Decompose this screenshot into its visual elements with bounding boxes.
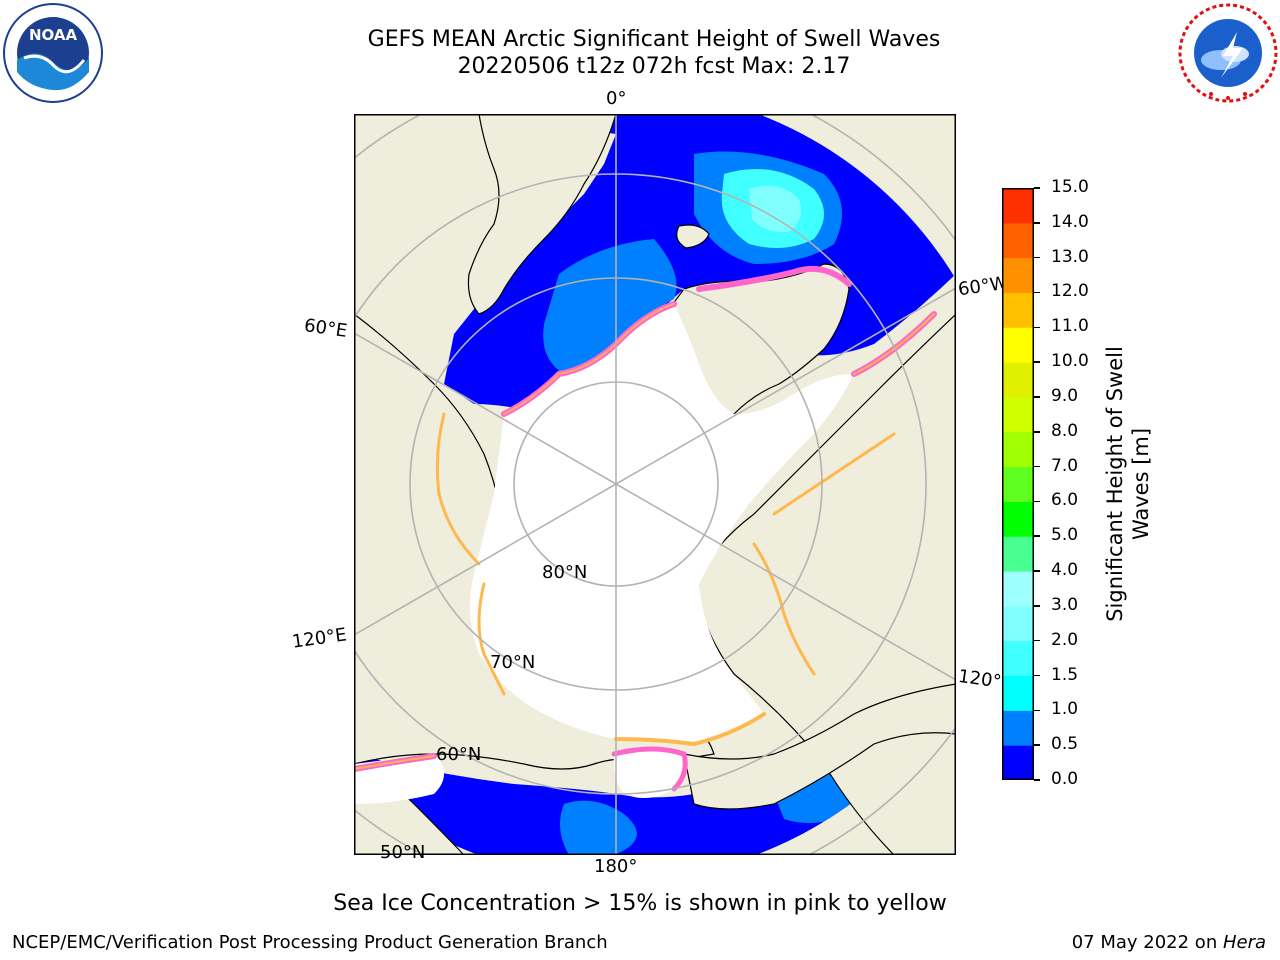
colorbar-segment bbox=[1002, 501, 1034, 537]
colorbar-tick-mark bbox=[1034, 291, 1040, 294]
footer-date: 07 May 2022 on bbox=[1071, 932, 1223, 953]
graticule bbox=[354, 114, 956, 855]
colorbar-tick-label: 1.0 bbox=[1051, 699, 1079, 720]
colorbar-tick-mark bbox=[1034, 396, 1040, 398]
colorbar-segment bbox=[1002, 745, 1034, 781]
colorbar bbox=[1002, 188, 1034, 781]
colorbar-tick-mark bbox=[1034, 744, 1040, 746]
colorbar-segment bbox=[1002, 536, 1034, 572]
colorbar-tick-label: 2.0 bbox=[1051, 629, 1079, 650]
colorbar-tick-label: 0.0 bbox=[1051, 769, 1079, 789]
colorbar-segment bbox=[1002, 222, 1034, 259]
colorbar-tick-mark bbox=[1034, 222, 1040, 224]
map-frame bbox=[354, 114, 956, 855]
colorbar-tick-mark bbox=[1034, 674, 1040, 677]
colorbar-tick-label: 11.0 bbox=[1051, 316, 1089, 337]
colorbar-label-line-2: Waves [m] bbox=[1129, 427, 1153, 541]
colorbar-tick-mark bbox=[1034, 361, 1040, 363]
colorbar-tick-label: 0.5 bbox=[1051, 734, 1079, 755]
colorbar-segment bbox=[1002, 640, 1034, 677]
colorbar-segment bbox=[1002, 605, 1034, 642]
colorbar-tick-mark bbox=[1034, 326, 1040, 329]
colorbar-tick-mark bbox=[1034, 709, 1040, 712]
colorbar-frame bbox=[1002, 188, 1034, 780]
sea-ice-note: Sea Ice Concentration > 15% is shown in … bbox=[333, 891, 947, 916]
colorbar-tick-label: 3.0 bbox=[1051, 594, 1079, 615]
lat-label-50: 50°N bbox=[380, 842, 426, 863]
nws-logo bbox=[1177, 2, 1279, 104]
lon-label-180: 180° bbox=[594, 856, 638, 877]
colorbar-tick-mark bbox=[1034, 779, 1040, 781]
colorbar-segment bbox=[1002, 292, 1034, 328]
colorbar-segment bbox=[1002, 466, 1034, 502]
colorbar-tick-mark bbox=[1034, 500, 1040, 503]
title-line-2: 20220506 t12z 072h fcst Max: 2.17 bbox=[457, 54, 851, 79]
colorbar-tick-label: 14.0 bbox=[1051, 211, 1089, 232]
colorbar-tick-mark bbox=[1034, 187, 1040, 189]
colorbar-segment bbox=[1002, 188, 1034, 224]
lat-label-80: 80°N bbox=[542, 562, 588, 583]
lat-label-60: 60°N bbox=[436, 744, 482, 765]
colorbar-tick-label: 7.0 bbox=[1051, 455, 1079, 476]
colorbar-tick-mark bbox=[1034, 535, 1040, 537]
map-panel bbox=[354, 114, 956, 855]
colorbar-tick-label: 12.0 bbox=[1051, 281, 1089, 302]
noaa-logo: NOAA bbox=[2, 2, 104, 104]
colorbar-tick-label: 1.5 bbox=[1051, 664, 1079, 685]
colorbar-tick-mark bbox=[1034, 570, 1040, 572]
colorbar-tick-label: 9.0 bbox=[1051, 385, 1079, 406]
colorbar-tick-mark bbox=[1034, 605, 1040, 607]
footer-left: NCEP/EMC/Verification Post Processing Pr… bbox=[12, 932, 608, 953]
colorbar-segment bbox=[1002, 257, 1034, 293]
colorbar-tick-label: 10.0 bbox=[1051, 351, 1089, 372]
colorbar-tick-label: 8.0 bbox=[1051, 420, 1079, 441]
colorbar-tick-mark bbox=[1034, 431, 1040, 433]
colorbar-segment bbox=[1002, 396, 1034, 433]
lon-label-120e: 120°E bbox=[290, 624, 348, 653]
colorbar-segment bbox=[1002, 675, 1034, 711]
colorbar-segment bbox=[1002, 362, 1034, 398]
lat-label-70: 70°N bbox=[490, 652, 536, 673]
colorbar-tick-label: 4.0 bbox=[1051, 560, 1079, 581]
lon-label-60e: 60°E bbox=[302, 315, 349, 342]
colorbar-tick-mark bbox=[1034, 465, 1040, 468]
colorbar-ticks: 0.0 0.5 1.0 1.5 2.0 3.0 4.0 5.0 6.0 7.0 8.0 9.0 10.0… bbox=[1034, 177, 1104, 789]
colorbar-label-line-1: Significant Height of Swell bbox=[1103, 346, 1127, 622]
lon-label-0: 0° bbox=[606, 88, 627, 109]
footer-right: 07 May 2022 on Hera bbox=[1072, 932, 1266, 953]
sea-ice bbox=[470, 304, 854, 744]
noaa-logo-text: NOAA bbox=[29, 26, 78, 44]
footer-host: Hera bbox=[1222, 932, 1266, 953]
title-line-1: GEFS MEAN Arctic Significant Height of S… bbox=[367, 27, 941, 52]
colorbar-tick-mark bbox=[1034, 639, 1040, 642]
colorbar-segment bbox=[1002, 431, 1034, 468]
colorbar-tick-label: 15.0 bbox=[1051, 177, 1089, 197]
colorbar-tick-label: 13.0 bbox=[1051, 246, 1089, 267]
colorbar-segment bbox=[1002, 571, 1034, 607]
colorbar-tick-mark bbox=[1034, 256, 1040, 259]
colorbar-segment bbox=[1002, 327, 1034, 363]
colorbar-tick-label: 6.0 bbox=[1051, 490, 1079, 511]
colorbar-tick-label: 5.0 bbox=[1051, 525, 1079, 546]
sea-ice-edge bbox=[354, 266, 937, 792]
colorbar-segment bbox=[1002, 710, 1034, 746]
